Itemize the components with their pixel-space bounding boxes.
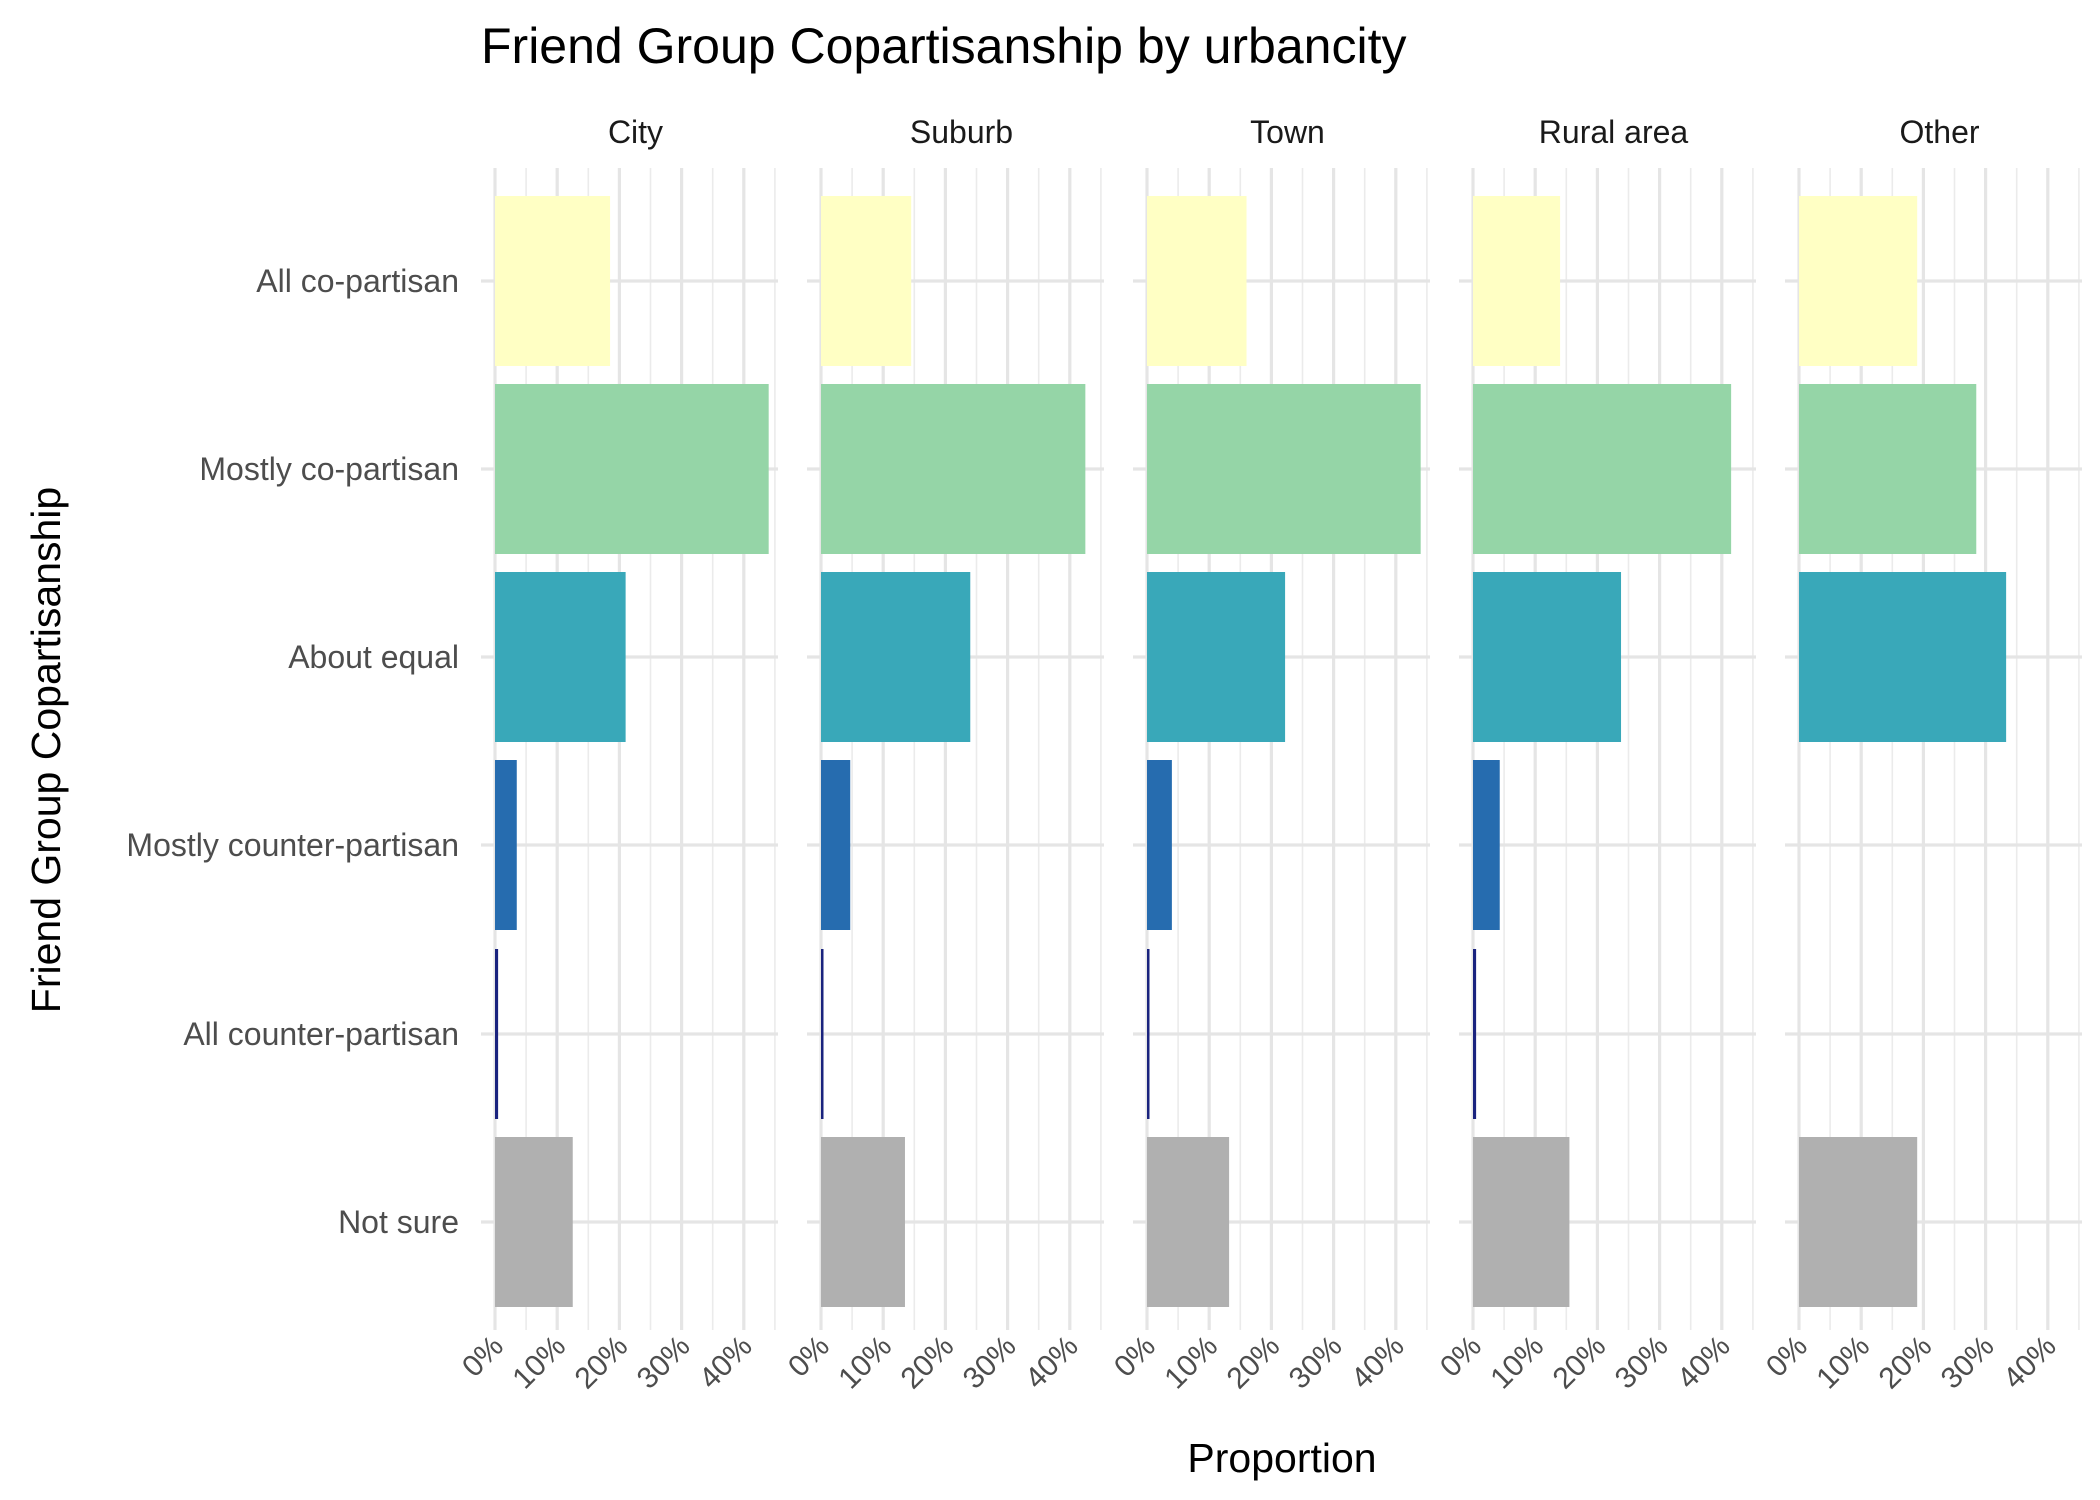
x-tick-label: 0%: [1108, 1330, 1162, 1384]
y-tick-label: All counter-partisan: [183, 1016, 459, 1052]
x-tick-label: 10%: [832, 1330, 898, 1396]
y-tick-label: Mostly counter-partisan: [126, 827, 459, 863]
bar-rural-area-not-sure: [1473, 1137, 1570, 1307]
x-tick-label: 20%: [569, 1330, 635, 1396]
bar-rural-area-mostly-co-partisan: [1473, 384, 1732, 554]
x-tick-label: 30%: [1609, 1330, 1675, 1396]
x-tick-label: 40%: [1671, 1330, 1737, 1396]
x-tick-label: 0%: [782, 1330, 836, 1384]
x-axis-title: Proportion: [1187, 1435, 1376, 1481]
bar-town-all-counter-partisan: [1147, 949, 1150, 1119]
facet-strip-label: Town: [1250, 114, 1325, 150]
bar-city-about-equal: [495, 572, 626, 742]
bar-suburb-mostly-counter-partisan: [821, 760, 851, 930]
facet-panel-rural-area: Rural area 0%10%20%30%40%: [1434, 114, 1756, 1395]
bar-town-mostly-counter-partisan: [1147, 760, 1172, 930]
y-tick-label: All co-partisan: [256, 263, 459, 299]
x-tick-label: 30%: [957, 1330, 1023, 1396]
facet-panel-other: Other 0%10%20%30%40%: [1760, 114, 2082, 1395]
bar-rural-area-about-equal: [1473, 572, 1622, 742]
y-axis-tick-labels: All co-partisan Mostly co-partisan About e…: [126, 263, 459, 1240]
x-tick-label: 40%: [693, 1330, 759, 1396]
bar-suburb-all-counter-partisan: [821, 949, 824, 1119]
facet-strip-label: Other: [1899, 114, 1979, 150]
x-tick-label: 30%: [631, 1330, 697, 1396]
x-tick-label: 10%: [1158, 1330, 1224, 1396]
bar-other-not-sure: [1799, 1137, 1918, 1307]
x-tick-label: 0%: [456, 1330, 510, 1384]
bar-other-mostly-co-partisan: [1799, 384, 1977, 554]
bar-suburb-all-co-partisan: [821, 196, 912, 366]
y-axis-title: Friend Group Copartisanship: [23, 487, 69, 1013]
x-tick-label: 20%: [1873, 1330, 1939, 1396]
y-tick-label: Mostly co-partisan: [199, 451, 459, 487]
bar-other-about-equal: [1799, 572, 2007, 742]
x-tick-label: 40%: [1345, 1330, 1411, 1396]
facet-strip-label: Suburb: [910, 114, 1013, 150]
bar-rural-area-all-co-partisan: [1473, 196, 1561, 366]
x-tick-label: 10%: [1484, 1330, 1550, 1396]
bar-suburb-mostly-co-partisan: [821, 384, 1086, 554]
bar-other-all-co-partisan: [1799, 196, 1918, 366]
bar-city-all-counter-partisan: [495, 949, 499, 1119]
bar-rural-area-all-counter-partisan: [1473, 949, 1477, 1119]
x-tick-label: 20%: [1547, 1330, 1613, 1396]
facet-panel-city: City 0%10%20%30%40%: [456, 114, 778, 1395]
x-tick-label: 10%: [1810, 1330, 1876, 1396]
x-tick-label: 10%: [506, 1330, 572, 1396]
x-tick-label: 40%: [1019, 1330, 1085, 1396]
bar-town-mostly-co-partisan: [1147, 384, 1421, 554]
bar-town-about-equal: [1147, 572, 1286, 742]
x-tick-label: 20%: [895, 1330, 961, 1396]
x-tick-label: 40%: [1997, 1330, 2063, 1396]
bar-town-all-co-partisan: [1147, 196, 1247, 366]
bar-suburb-not-sure: [821, 1137, 905, 1307]
facet-panel-suburb: Suburb 0%10%20%30%40%: [782, 114, 1104, 1395]
facet-panels: City0%10%20%30%40%Suburb0%10%20%30%40%To…: [456, 114, 2082, 1395]
bar-suburb-about-equal: [821, 572, 971, 742]
bar-city-all-co-partisan: [495, 196, 611, 366]
x-tick-label: 30%: [1935, 1330, 2001, 1396]
bar-town-not-sure: [1147, 1137, 1230, 1307]
chart-title: Friend Group Copartisanship by urbancity: [481, 18, 1406, 74]
bar-rural-area-mostly-counter-partisan: [1473, 760, 1500, 930]
bar-city-mostly-co-partisan: [495, 384, 769, 554]
bar-city-not-sure: [495, 1137, 573, 1307]
x-tick-label: 0%: [1434, 1330, 1488, 1384]
facet-strip-label: Rural area: [1539, 114, 1689, 150]
facet-panel-town: Town 0%10%20%30%40%: [1108, 114, 1430, 1395]
bar-city-mostly-counter-partisan: [495, 760, 517, 930]
x-tick-label: 30%: [1283, 1330, 1349, 1396]
y-tick-label: Not sure: [338, 1204, 459, 1240]
x-tick-label: 0%: [1760, 1330, 1814, 1384]
facet-strip-label: City: [608, 114, 663, 150]
x-tick-label: 20%: [1221, 1330, 1287, 1396]
y-tick-label: About equal: [288, 639, 459, 675]
